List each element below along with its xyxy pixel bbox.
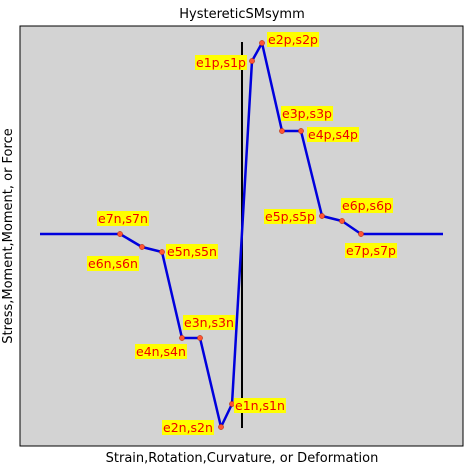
label-background [307,127,360,142]
point-marker-e3p [279,128,285,134]
point-label-e1n: e1n,s1n [234,398,286,413]
point-label-text: e4n,s4n [136,344,186,359]
point-marker-e4p [298,128,304,134]
point-marker-e5n [159,249,165,255]
label-background [234,398,286,413]
point-label-text: e6n,s6n [88,256,138,271]
point-label-text: e2p,s2p [268,32,318,47]
label-background [166,244,218,259]
point-marker-e3n [197,335,203,341]
point-marker-e1p [249,58,255,64]
point-label-e7p: e7p,s7p [345,243,398,258]
label-background [195,55,248,70]
point-label-e2n: e2n,s2n [162,420,214,435]
point-marker-e5p [319,213,325,219]
point-label-text: e3n,s3n [184,315,234,330]
point-marker-e2n [218,424,224,430]
point-label-e5n: e5n,s5n [166,244,218,259]
point-marker-e6n [139,244,145,250]
diagram-title: HystereticSMsymm [179,7,305,22]
point-marker-e6p [339,218,345,224]
point-label-text: e7p,s7p [346,243,396,258]
point-label-e7n: e7n,s7n [97,211,149,226]
point-label-e4n: e4n,s4n [135,344,187,359]
point-marker-e1n [229,401,235,407]
point-label-e6p: e6p,s6p [341,198,394,213]
point-label-text: e6p,s6p [342,198,392,213]
point-label-text: e3p,s3p [282,106,332,121]
label-background [281,106,334,121]
label-background [183,315,235,330]
label-background [341,198,394,213]
label-background [162,420,214,435]
point-marker-e7n [117,231,123,237]
x-axis-label: Strain,Rotation,Curvature, or Deformatio… [106,451,379,466]
label-background [97,211,149,226]
label-background [345,243,398,258]
point-label-e6n: e6n,s6n [87,256,139,271]
label-background [267,32,320,47]
point-label-text: e5n,s5n [167,244,217,259]
point-label-e5p: e5p,s5p [264,209,317,224]
point-label-text: e1n,s1n [235,398,285,413]
point-label-e4p: e4p,s4p [307,127,360,142]
point-marker-e7p [358,231,364,237]
y-axis-label: Stress,Moment,Moment, or Force [1,128,16,343]
point-marker-e4n [179,335,185,341]
point-label-text: e4p,s4p [308,127,358,142]
point-label-e2p: e2p,s2p [267,32,320,47]
point-label-text: e5p,s5p [265,209,315,224]
point-label-e3p: e3p,s3p [281,106,334,121]
point-label-text: e1p,s1p [196,55,246,70]
hysteretic-curve [40,41,443,429]
label-background [87,256,139,271]
point-label-e1p: e1p,s1p [195,55,248,70]
label-background [264,209,317,224]
label-background [135,344,187,359]
point-marker-e2p [259,40,265,46]
point-label-e3n: e3n,s3n [183,315,235,330]
point-label-text: e2n,s2n [163,420,213,435]
point-label-text: e7n,s7n [98,211,148,226]
